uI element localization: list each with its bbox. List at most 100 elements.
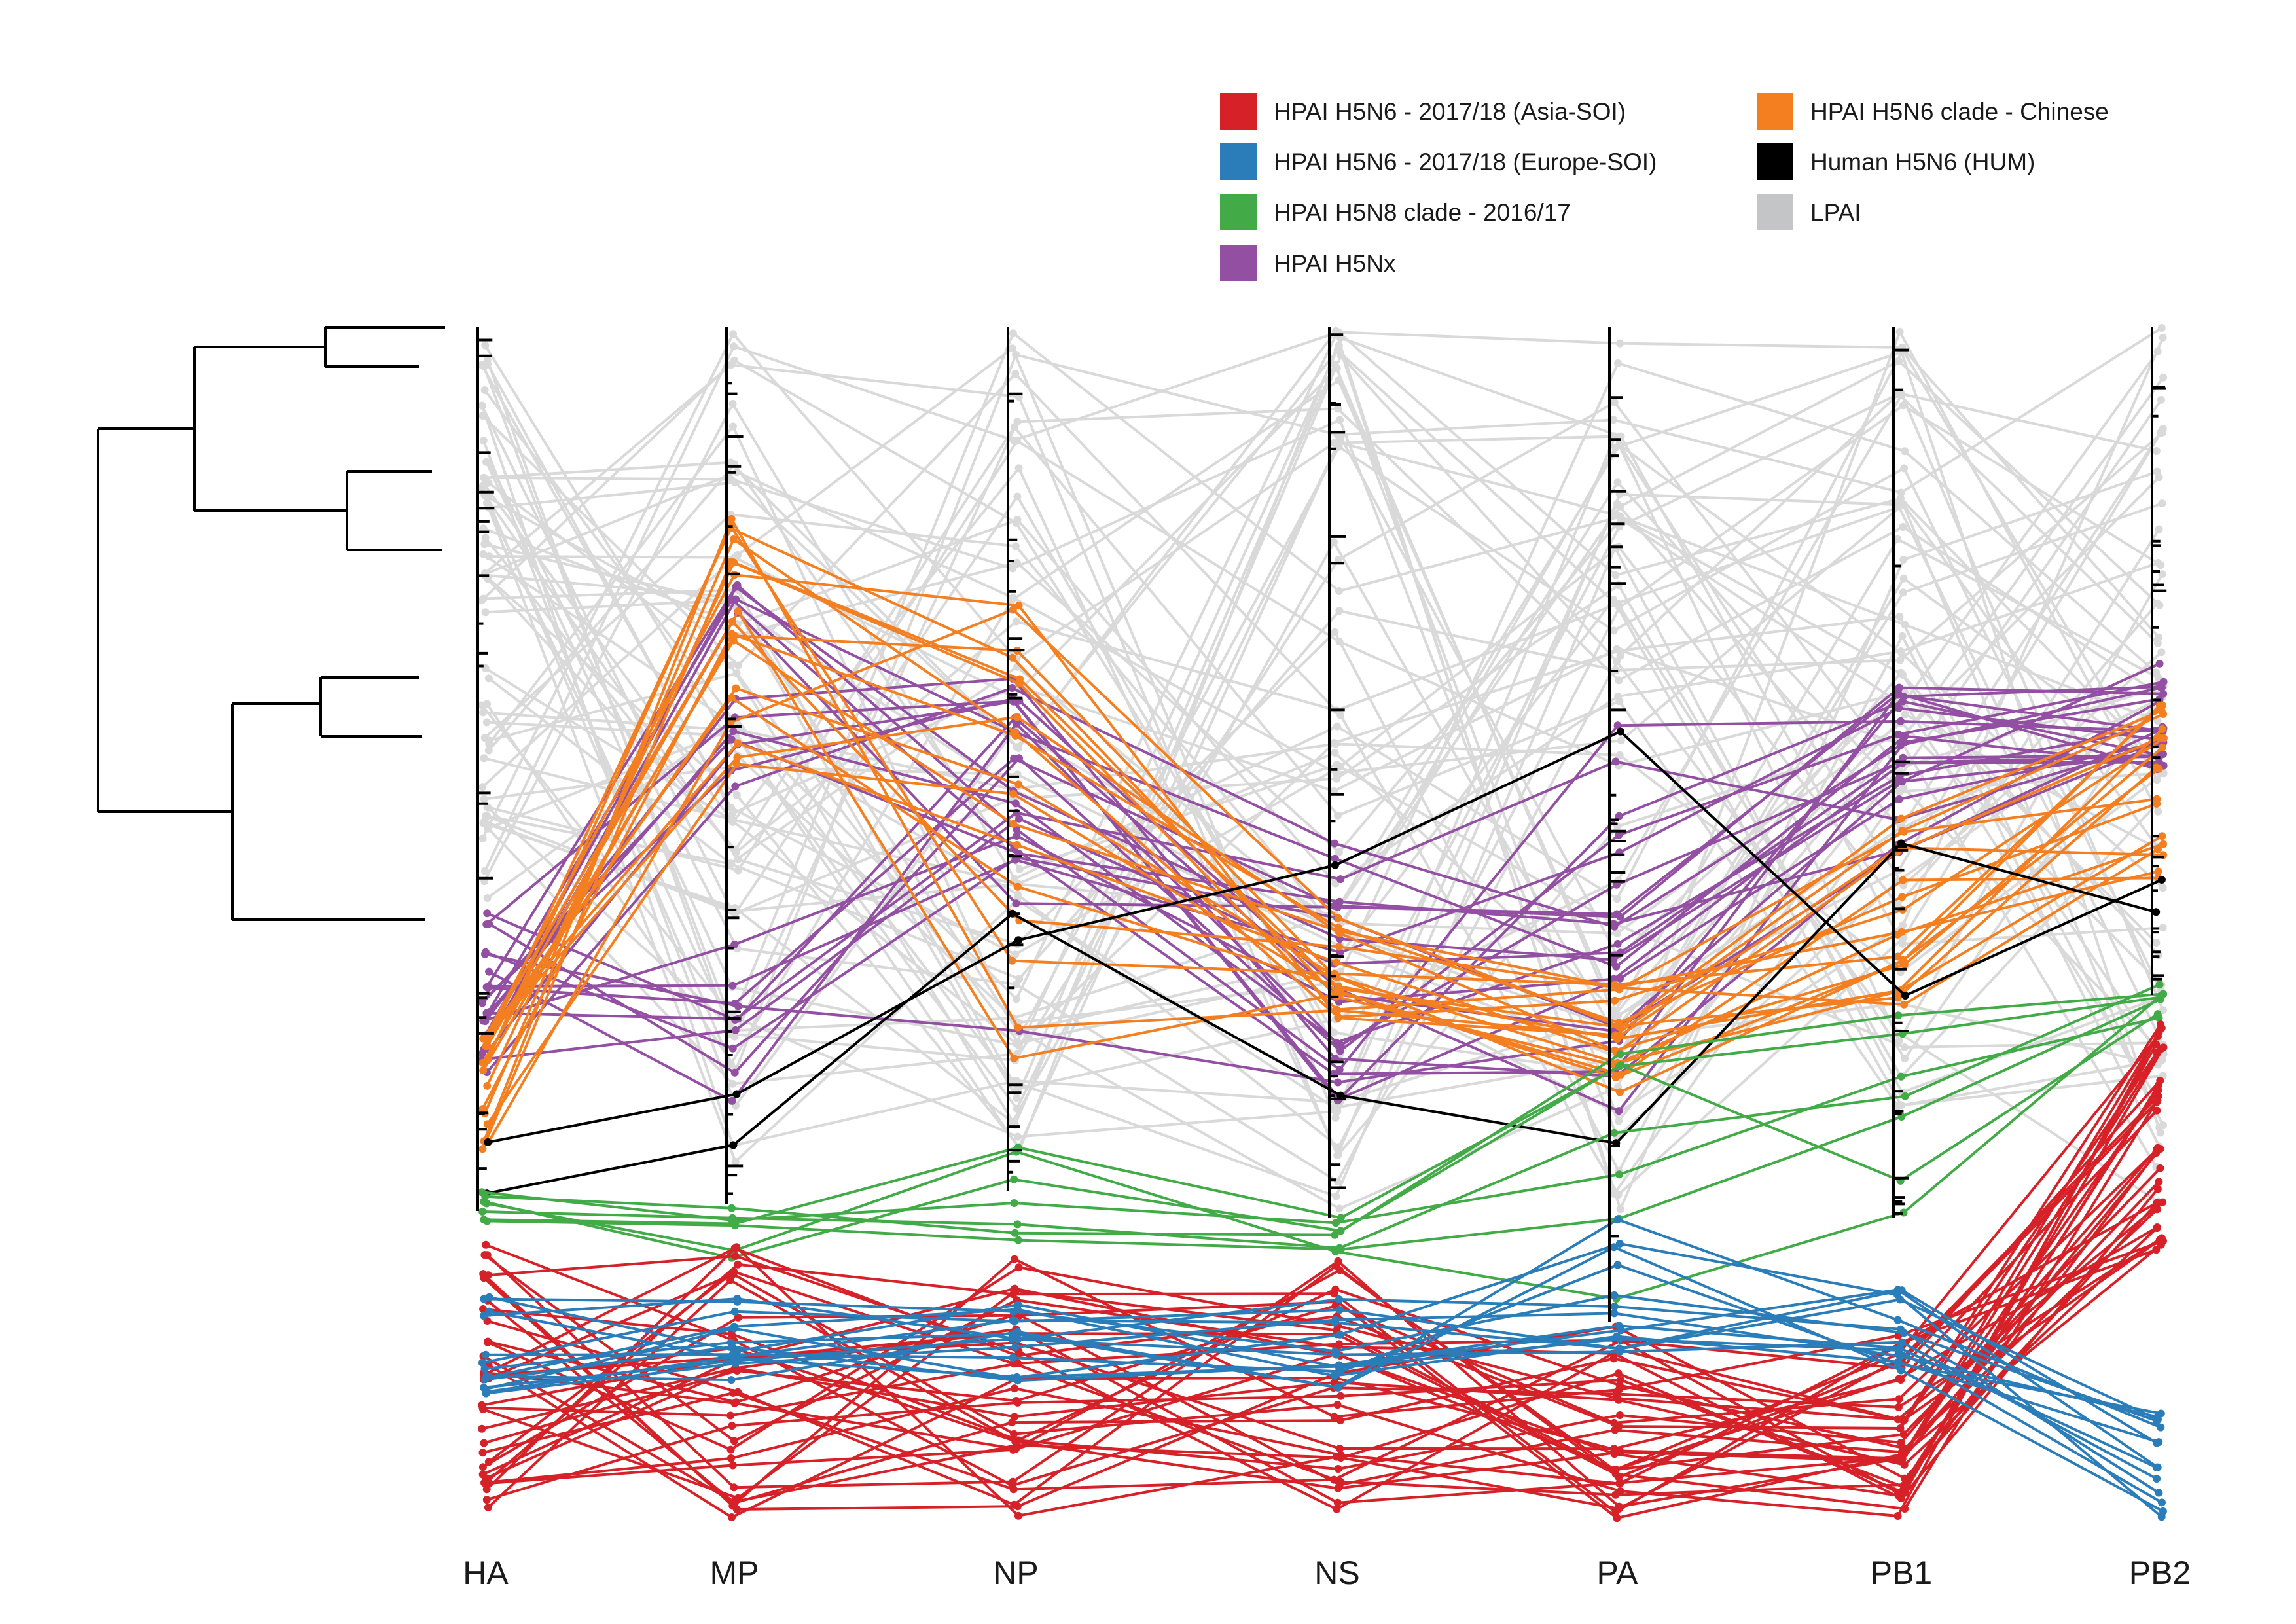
tip-node xyxy=(732,760,741,768)
tip-node xyxy=(1897,814,1905,823)
tip-node xyxy=(1617,514,1625,523)
tip-node xyxy=(482,1350,490,1359)
tip-node xyxy=(730,342,738,351)
tip-node xyxy=(1613,1216,1622,1224)
tip-node xyxy=(2156,1145,2164,1153)
tip-node xyxy=(1336,1214,1345,1222)
tip-node xyxy=(730,1219,739,1228)
tip-node xyxy=(1895,704,1903,712)
tip-node xyxy=(734,739,742,748)
tip-node xyxy=(1610,1303,1619,1310)
tip-node xyxy=(1011,1437,1020,1446)
tip-node xyxy=(1011,1255,1018,1263)
tip-node xyxy=(2155,633,2163,641)
tip-node xyxy=(726,1445,735,1454)
tip-node xyxy=(1893,994,1902,1002)
tip-node xyxy=(1897,928,1906,936)
tip-node xyxy=(1335,1340,1344,1348)
tip-node xyxy=(1615,1170,1623,1179)
tip-node xyxy=(726,718,735,727)
tip-node xyxy=(1899,921,1907,929)
tip-node xyxy=(1898,778,1907,786)
tip-node xyxy=(1330,1028,1338,1037)
tip-node xyxy=(1616,1023,1624,1032)
tip-node xyxy=(1013,492,1022,501)
tip-node xyxy=(728,422,737,431)
tip-node xyxy=(1012,719,1020,728)
tip-node xyxy=(726,661,735,670)
tip-node xyxy=(1336,763,1344,771)
tip-node xyxy=(1008,596,1016,604)
tip-node xyxy=(485,967,493,976)
tip-node xyxy=(1893,1512,1902,1520)
tip-node xyxy=(1897,1366,1905,1375)
tip-node xyxy=(1332,1219,1340,1227)
legend-swatch xyxy=(1757,143,1793,180)
tip-node xyxy=(1611,1426,1619,1434)
tip-node xyxy=(2157,1409,2165,1418)
tip-node xyxy=(1336,1041,1345,1049)
tip-node xyxy=(481,1017,490,1026)
tip-node xyxy=(2159,373,2168,382)
tip-node xyxy=(478,1058,487,1067)
tip-node xyxy=(480,754,488,763)
tip-node xyxy=(2152,908,2161,916)
tip-node xyxy=(2157,324,2166,332)
tip-node xyxy=(1335,1143,1343,1151)
tip-node xyxy=(479,819,488,827)
tip-node xyxy=(478,1403,487,1412)
tip-node xyxy=(1333,364,1341,372)
tip-node xyxy=(1333,722,1341,731)
tip-node xyxy=(1610,1291,1619,1299)
tip-node xyxy=(1336,1445,1344,1453)
tip-node xyxy=(1895,1344,1904,1352)
tip-node xyxy=(1613,1035,1622,1043)
tip-node xyxy=(2159,840,2167,848)
tip-node xyxy=(2153,639,2162,647)
tip-node xyxy=(1014,1359,1022,1367)
legend-swatch xyxy=(1220,245,1257,281)
tip-node xyxy=(726,1411,735,1420)
tip-node xyxy=(2156,1076,2164,1085)
tip-node xyxy=(1011,1343,1020,1351)
tip-node xyxy=(729,727,738,736)
tip-node xyxy=(1332,1350,1340,1359)
tip-node xyxy=(1335,897,1344,906)
tip-node xyxy=(1011,856,1020,864)
segment-label-pb2: PB2 xyxy=(2129,1555,2191,1591)
tip-node xyxy=(479,1305,488,1313)
tip-node xyxy=(2153,1010,2162,1019)
tip-node xyxy=(2159,1043,2168,1052)
tip-node xyxy=(1897,668,1905,677)
tip-node xyxy=(1009,564,1017,573)
tip-node xyxy=(1014,602,1023,610)
tip-node xyxy=(1335,442,1343,451)
tip-node xyxy=(1010,1054,1018,1062)
tip-node xyxy=(484,1138,492,1146)
tip-node xyxy=(1614,1396,1623,1404)
tip-node xyxy=(1613,1261,1622,1269)
tip-node xyxy=(1335,924,1342,932)
tip-node xyxy=(1011,370,1020,378)
tip-node xyxy=(1013,558,1021,567)
tip-node xyxy=(1335,943,1343,951)
tip-node xyxy=(1610,1466,1619,1474)
tip-node xyxy=(1008,956,1016,965)
tip-node xyxy=(1898,893,1907,901)
legend-label: HPAI H5N6 - 2017/18 (Asia-SOI) xyxy=(1274,98,1626,125)
tip-node xyxy=(731,1252,740,1260)
tip-node xyxy=(730,1267,738,1276)
tip-node xyxy=(1335,1266,1344,1274)
tip-node xyxy=(1897,494,1905,503)
tip-node xyxy=(1330,1371,1338,1380)
tip-node xyxy=(1896,1295,1905,1304)
tip-node xyxy=(2155,601,2164,609)
tip-node xyxy=(1609,626,1618,635)
tip-node xyxy=(1612,1390,1621,1398)
tip-node xyxy=(2158,570,2166,579)
tip-node xyxy=(1336,1047,1344,1055)
tip-node xyxy=(728,1513,736,1521)
tip-node xyxy=(1331,628,1339,636)
tip-node xyxy=(483,700,492,708)
tip-node xyxy=(734,856,742,864)
